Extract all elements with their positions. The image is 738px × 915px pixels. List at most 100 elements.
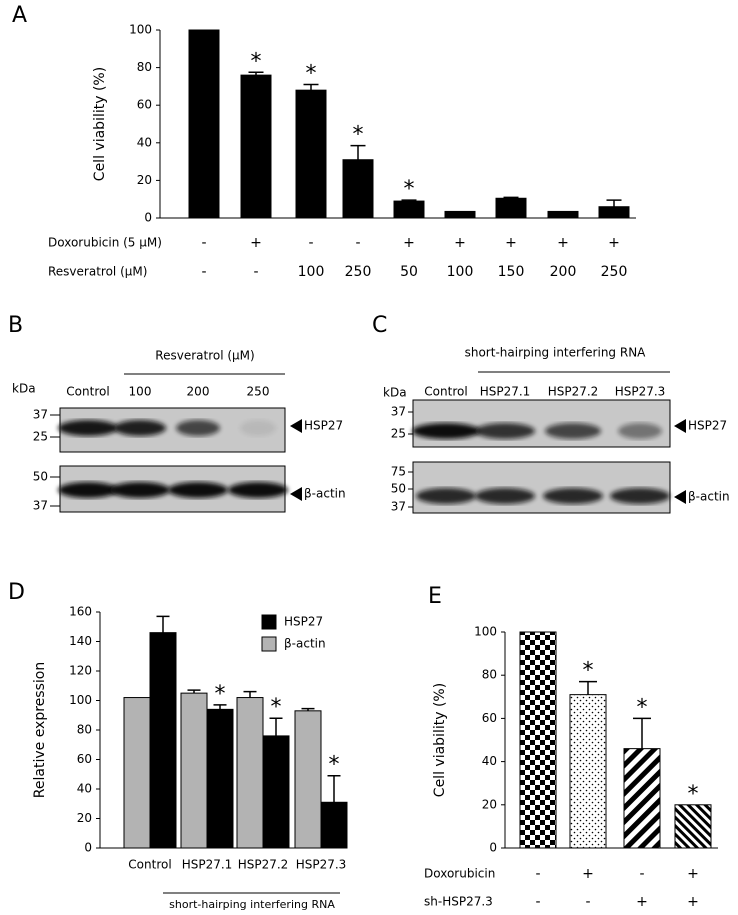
- x-tick-label: HSP27.3: [296, 858, 347, 872]
- row-value: 250: [345, 264, 372, 280]
- blot-header: short-hairping interfering RNA: [465, 346, 647, 360]
- band: [610, 488, 670, 504]
- bar: [295, 89, 327, 219]
- y-tick-label: 40: [482, 754, 497, 768]
- y-tick-label: 60: [482, 711, 497, 725]
- y-tick-label: 0: [144, 211, 152, 225]
- marker-label: 75: [391, 465, 406, 479]
- y-tick-label: 0: [489, 841, 497, 855]
- significance-mark: *: [583, 659, 594, 684]
- significance-mark: *: [271, 695, 282, 720]
- lane-label: HSP27.3: [615, 385, 666, 399]
- y-tick-label: 0: [84, 841, 92, 855]
- bar: [569, 694, 607, 849]
- lane-label: HSP27.2: [548, 385, 599, 399]
- band: [110, 482, 170, 498]
- error-bar: [187, 689, 201, 694]
- bar: [188, 29, 220, 219]
- error-bar: [579, 680, 597, 695]
- legend-swatch: [261, 614, 277, 630]
- y-tick-label: 100: [129, 23, 152, 37]
- legend-label: HSP27: [284, 615, 323, 629]
- x-tick-label: HSP27.1: [182, 858, 233, 872]
- error-bar: [401, 199, 417, 202]
- bar: [623, 748, 661, 849]
- band: [176, 420, 220, 436]
- panel-label: A: [12, 3, 27, 28]
- blot-image: [412, 461, 671, 514]
- band: [545, 423, 601, 439]
- y-tick-label: 60: [77, 752, 92, 766]
- row-value: +: [687, 894, 699, 910]
- y-axis-label: Relative expression: [32, 662, 48, 798]
- band: [228, 482, 288, 498]
- row-value: 50: [400, 264, 418, 280]
- band-label: β-actin: [688, 490, 730, 504]
- error-bar: [156, 615, 170, 633]
- error-bar: [269, 717, 283, 736]
- legend-swatch: [261, 636, 277, 652]
- significance-mark: *: [306, 62, 317, 87]
- y-tick-label: 20: [137, 173, 152, 187]
- row-label: Resveratrol (μM): [48, 265, 147, 279]
- x-tick-label: Control: [128, 858, 171, 872]
- lane-label: Control: [424, 385, 467, 399]
- row-value: +: [687, 866, 699, 882]
- bar: [123, 697, 151, 849]
- band: [240, 420, 276, 436]
- significance-mark: *: [215, 682, 226, 707]
- y-tick-label: 100: [69, 693, 92, 707]
- error-bar: [350, 144, 366, 160]
- error-bar: [503, 196, 519, 199]
- bar: [236, 697, 264, 849]
- band: [412, 423, 480, 439]
- bar: [674, 804, 712, 849]
- unit-label: kDa: [383, 386, 407, 400]
- group-label: short-hairping interfering RNA: [169, 898, 335, 911]
- marker-label: 25: [33, 430, 48, 444]
- arrow: [290, 419, 302, 433]
- band: [618, 423, 662, 439]
- significance-mark: *: [329, 753, 340, 778]
- y-tick-label: 20: [482, 797, 497, 811]
- significance-mark: *: [637, 695, 648, 720]
- band: [416, 488, 476, 504]
- marker-label: 50: [33, 470, 48, 484]
- marker-label: 37: [391, 405, 406, 419]
- y-tick-label: 100: [474, 625, 497, 639]
- row-label: Doxorubicin: [424, 867, 495, 881]
- row-value: -: [585, 894, 590, 910]
- bar: [342, 159, 374, 219]
- arrow: [674, 490, 686, 504]
- band: [58, 482, 118, 498]
- row-value: 250: [601, 264, 628, 280]
- legend-label: β-actin: [284, 637, 326, 651]
- row-value: -: [253, 264, 258, 280]
- arrow: [290, 487, 302, 501]
- row-value: +: [557, 235, 569, 251]
- y-tick-label: 160: [69, 605, 92, 619]
- error-bar: [606, 199, 622, 207]
- significance-mark: *: [688, 782, 699, 807]
- row-value: +: [636, 894, 648, 910]
- marker-label: 37: [33, 499, 48, 513]
- unit-label: kDa: [12, 382, 36, 396]
- band-label: HSP27: [304, 419, 343, 433]
- row-value: +: [403, 235, 415, 251]
- bar: [240, 74, 272, 219]
- row-value: +: [250, 235, 262, 251]
- panel-label: E: [428, 584, 442, 609]
- y-tick-label: 140: [69, 634, 92, 648]
- y-tick-label: 40: [77, 782, 92, 796]
- bar: [393, 200, 425, 219]
- y-tick-label: 120: [69, 664, 92, 678]
- error-bar: [248, 71, 264, 76]
- row-value: 100: [298, 264, 325, 280]
- marker-label: 37: [33, 408, 48, 422]
- band: [114, 420, 166, 436]
- significance-mark: *: [353, 123, 364, 148]
- band-label: HSP27: [688, 419, 727, 433]
- significance-mark: *: [404, 177, 415, 202]
- bar: [262, 735, 290, 849]
